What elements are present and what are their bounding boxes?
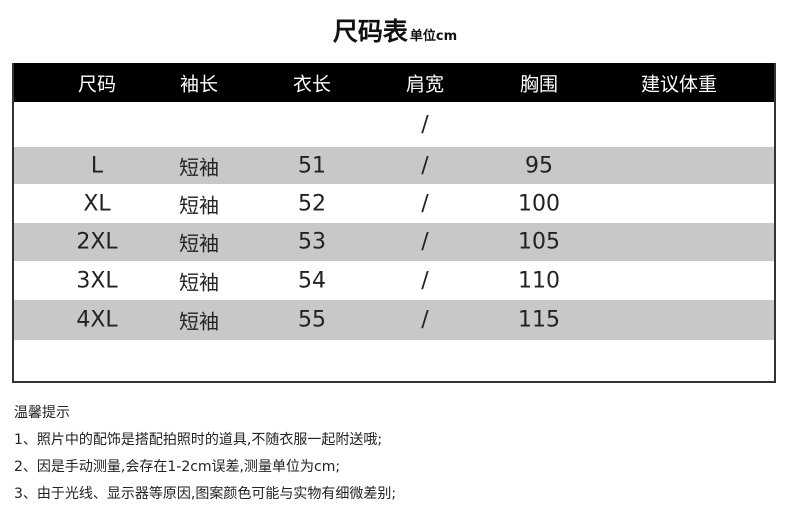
cell-chest: 115	[518, 307, 560, 333]
cell-shoulder: /	[421, 153, 429, 178]
table-row: 2XL 短袖 53 / 105	[14, 223, 774, 261]
cell-size: 2XL	[76, 229, 118, 255]
cell-shoulder: /	[421, 268, 429, 293]
note-item: 2、因是手动测量,会存在1-2cm误差,测量单位为cm;	[14, 459, 341, 475]
cell-sleeve: 短袖	[179, 231, 219, 256]
cell-chest: 95	[525, 153, 553, 178]
title-main: 尺码表	[332, 17, 408, 46]
cell-size: L	[90, 153, 104, 178]
cell-sleeve: 短袖	[179, 270, 219, 294]
header-sleeve: 袖长	[179, 73, 219, 95]
cell-size: XL	[83, 191, 111, 216]
cell-length: 52	[298, 191, 326, 216]
cell-sleeve: 短袖	[179, 193, 219, 217]
table-row: 4XL 短袖 55 / 115	[14, 300, 774, 340]
cell-sleeve: 短袖	[179, 155, 219, 179]
cell-chest: 110	[518, 268, 560, 293]
header-weight: 建议体重	[640, 73, 718, 95]
note-item: 1、照片中的配饰是搭配拍照时的道具,不随衣服一起附送哦;	[14, 432, 383, 448]
table-row: 3XL 短袖 54 / 110	[14, 261, 774, 300]
header-shoulder: 肩宽	[405, 73, 445, 95]
cell-shoulder: /	[421, 112, 429, 137]
header-chest: 胸围	[519, 73, 559, 95]
table-row: /	[14, 102, 774, 147]
table-row: L 短袖 51 / 95	[14, 147, 774, 184]
table-header: 尺码 袖长 衣长 肩宽 胸围 建议体重	[14, 63, 774, 102]
cell-chest: 105	[518, 229, 560, 255]
notes-heading: 温馨提示	[14, 405, 70, 421]
cell-length: 55	[298, 307, 326, 333]
cell-size: 3XL	[76, 268, 118, 293]
cell-chest: 100	[518, 191, 560, 216]
cell-shoulder: /	[421, 229, 429, 255]
header-length: 衣长	[292, 73, 332, 95]
cell-shoulder: /	[421, 307, 429, 333]
page-title: 尺码表 单位cm	[0, 12, 790, 48]
size-table: 尺码 袖长 衣长 肩宽 胸围 建议体重 / L 短袖 51 / 95 XL 短袖 52 / 100 2…	[12, 63, 776, 383]
table-row	[14, 340, 774, 382]
title-unit: 单位cm	[409, 29, 458, 44]
cell-sleeve: 短袖	[179, 309, 219, 334]
cell-length: 51	[298, 153, 326, 178]
cell-shoulder: /	[421, 191, 429, 216]
notes: 温馨提示 1、照片中的配饰是搭配拍照时的道具,不随衣服一起附送哦; 2、因是手动…	[14, 400, 396, 508]
note-item: 3、由于光线、显示器等原因,图案颜色可能与实物有细微差别;	[14, 486, 397, 502]
cell-length: 53	[298, 229, 326, 255]
cell-size: 4XL	[76, 307, 118, 333]
cell-length: 54	[298, 268, 326, 293]
table-row: XL 短袖 52 / 100	[14, 184, 774, 223]
header-size: 尺码	[77, 73, 117, 95]
